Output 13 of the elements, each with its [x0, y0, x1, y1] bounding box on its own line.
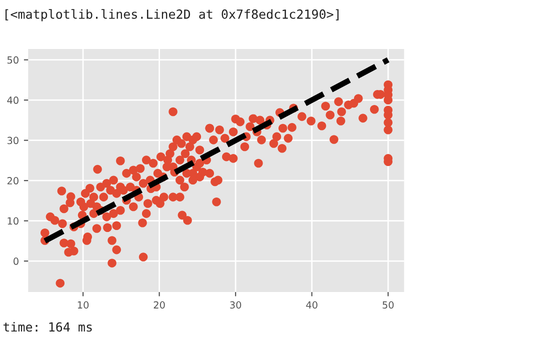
y-tick-label: 20: [7, 177, 18, 184]
text: time: 164 ms: [4, 322, 92, 332]
y-tick-label: 0: [14, 258, 18, 265]
text: [<matplotlib.lines.Line2D at 0x7f8edc1c2190>]: [6, 9, 339, 22]
y-tick-label: 40: [7, 96, 18, 104]
x-tick-label: 40: [306, 301, 318, 309]
y-tick-label: 50: [7, 56, 18, 64]
x-tick-label: 50: [382, 301, 394, 309]
y-tick-label: 30: [7, 136, 18, 144]
x-tick-label: 10: [78, 301, 89, 309]
y-tick-label: 10: [8, 217, 18, 225]
x-tick-label: 30: [230, 301, 242, 309]
x-tick-label: 20: [154, 301, 165, 309]
